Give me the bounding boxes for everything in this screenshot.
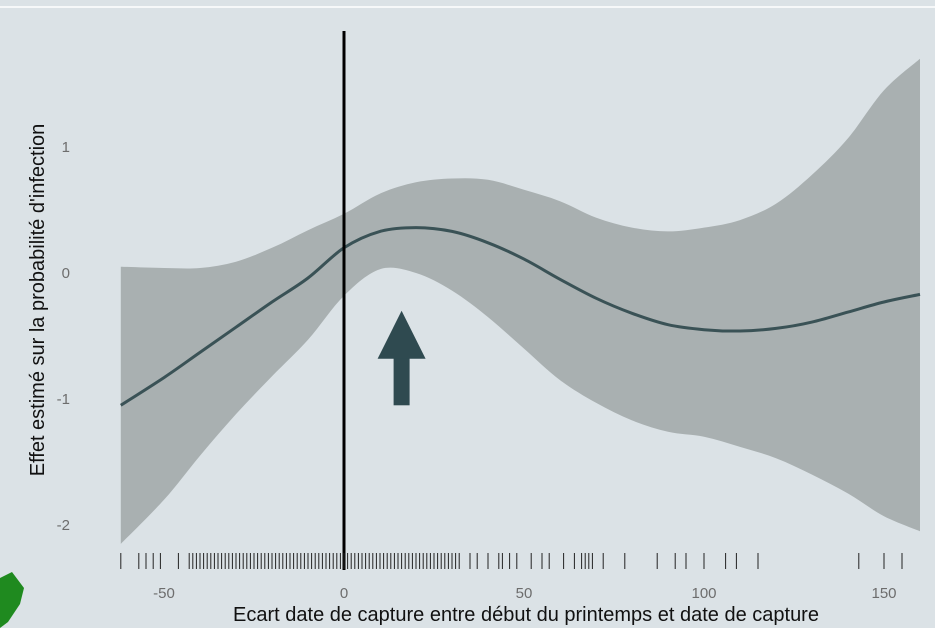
- green-shape-icon: [0, 572, 24, 628]
- x-tick-label: 150: [871, 585, 896, 602]
- estimate-line: [119, 226, 921, 407]
- y-axis-title: Effet estimé sur la probabilité d'infect…: [27, 124, 49, 477]
- arrow-shaft: [393, 356, 410, 406]
- confidence-ribbon-layer: [120, 58, 921, 544]
- x-tick-label: 100: [691, 585, 716, 602]
- arrow-head: [377, 310, 426, 359]
- y-tick-label: 1: [62, 139, 70, 156]
- estimate-line-layer: [119, 226, 921, 407]
- confidence-ribbon: [120, 58, 921, 544]
- x-tick-label: 0: [340, 585, 348, 602]
- y-tick-label: -2: [57, 517, 70, 534]
- rug-layer: [120, 553, 903, 569]
- x-tick-labels: -50 0 50 100 150: [153, 585, 896, 602]
- x-tick-label: -50: [153, 585, 175, 602]
- x-tick-label: 50: [516, 585, 533, 602]
- y-tick-label: -1: [57, 391, 70, 408]
- annotation-arrow-layer: [377, 310, 426, 406]
- x-axis-title: Ecart date de capture entre début du pri…: [233, 604, 819, 626]
- y-tick-label: 0: [62, 265, 70, 282]
- y-tick-labels: 1 0 -1 -2: [57, 139, 70, 534]
